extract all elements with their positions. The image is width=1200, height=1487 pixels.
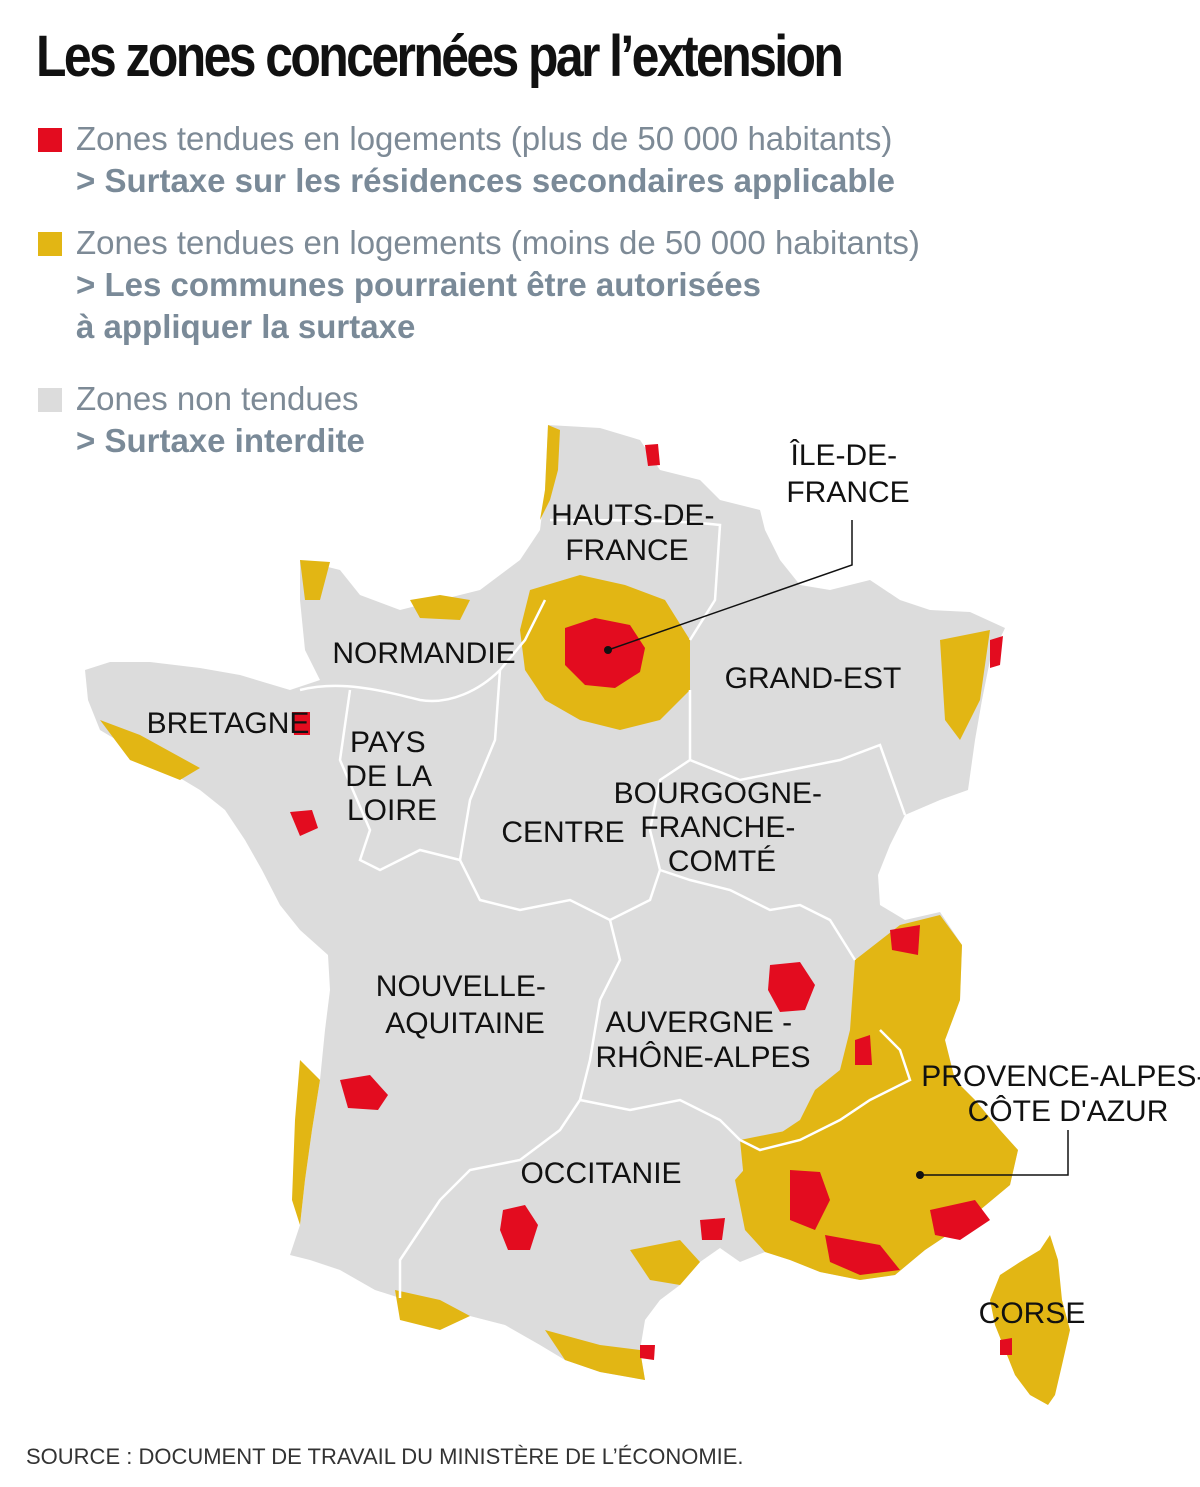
label-paca: PROVENCE-ALPES- CÔTE D'AZUR [921, 1060, 1200, 1128]
label-occitanie: OCCITANIE [520, 1157, 681, 1190]
legend-consequence: > Surtaxe sur les résidences secondaires… [76, 162, 896, 199]
label-bretagne: BRETAGNE [147, 707, 310, 740]
label-nouvelle-aquitaine: NOUVELLE- AQUITAINE [376, 970, 554, 1040]
label-hauts-de-france: HAUTS-DE- FRANCE [551, 499, 723, 567]
legend-label: Zones non tendues [76, 380, 359, 417]
legend-consequence-cont: à appliquer la surtaxe [76, 308, 416, 345]
red-zones [290, 444, 1012, 1360]
label-corse: CORSE [979, 1297, 1086, 1330]
page-title: Les zones concernées par l’extension [36, 24, 844, 89]
label-pays-de-la-loire: PAYS DE LA LOIRE [345, 726, 438, 827]
france-map: HAUTS-DE- FRANCE ÎLE-DE- FRANCE NORMANDI… [85, 425, 1200, 1405]
label-grand-est: GRAND-EST [725, 662, 902, 695]
legend-consequence: > Surtaxe interdite [76, 422, 365, 459]
label-auvergne-rhone-alpes: AUVERGNE - RHÔNE-ALPES [595, 1006, 810, 1074]
legend-consequence: > Les communes pourraient être autorisée… [76, 266, 761, 303]
label-ile-de-france: ÎLE-DE- FRANCE [786, 439, 909, 509]
legend-swatch-grey [38, 388, 62, 412]
label-centre: CENTRE [501, 816, 624, 849]
label-bourgogne-franche-comte: BOURGOGNE- FRANCHE- COMTÉ [614, 777, 831, 878]
region-borders [299, 518, 912, 1298]
paca-leader-dot [916, 1171, 924, 1179]
legend-swatch-red [38, 128, 62, 152]
legend-label: Zones tendues en logements (plus de 50 0… [76, 120, 893, 157]
idf-leader-dot [604, 646, 612, 654]
label-normandie: NORMANDIE [332, 637, 515, 670]
source-note: SOURCE : DOCUMENT DE TRAVAIL DU MINISTÈR… [26, 1444, 744, 1469]
leader-lines [607, 520, 1069, 1176]
corsica-shape [990, 1235, 1070, 1405]
legend-label: Zones tendues en logements (moins de 50 … [76, 224, 920, 261]
legend-swatch-yellow [38, 232, 62, 256]
